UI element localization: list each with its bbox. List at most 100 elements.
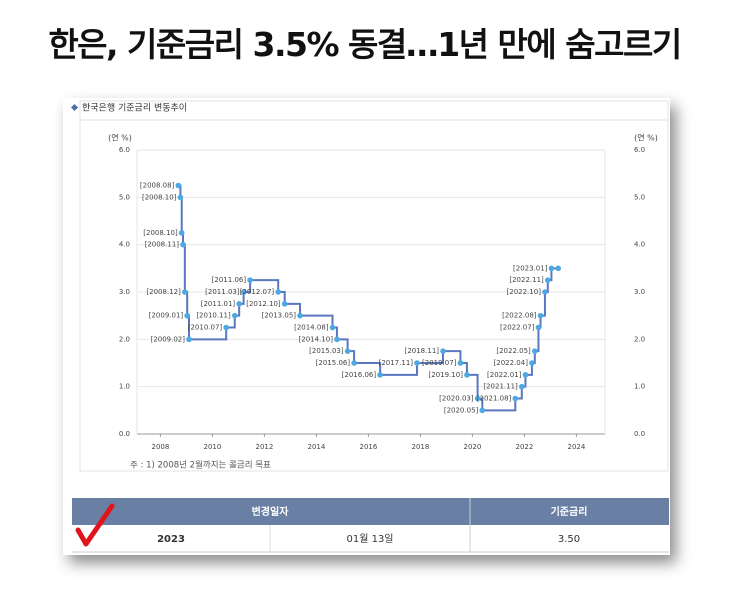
x-tick-label: 2010 [203, 443, 221, 451]
point [231, 312, 238, 319]
point-label: [2020.03] [439, 395, 474, 403]
y-label: (연 %) [108, 134, 132, 143]
point [223, 324, 229, 331]
point [457, 360, 464, 366]
y-tick-label: 0.0 [119, 430, 130, 438]
point [184, 312, 190, 319]
x-tick-label: 2016 [359, 443, 377, 451]
point-label: [2022.04] [494, 359, 529, 367]
point [529, 360, 535, 366]
point-label: [2012.07] [240, 288, 275, 296]
point-label: [2021.11] [483, 383, 518, 391]
point [281, 301, 288, 307]
point-label: [2012.10] [246, 300, 281, 308]
point [329, 324, 336, 331]
point [186, 336, 192, 343]
table-header-cell: 기준금리 [551, 505, 588, 518]
point [440, 348, 446, 354]
point-label: [2017.11] [379, 359, 414, 367]
point-label: [2013.05] [262, 312, 297, 320]
chart-panel [79, 100, 669, 472]
x-tick-label: 2012 [255, 443, 273, 451]
point-label: [2011.03] [205, 288, 240, 296]
table-header [72, 498, 669, 525]
point [474, 395, 481, 402]
x-tick-label: 2014 [307, 443, 325, 451]
point [535, 324, 542, 331]
point-label: [2022.08] [502, 312, 537, 320]
y-tick-label: 5.0 [119, 193, 130, 201]
point [297, 312, 303, 319]
y2-tick-label: 3.0 [634, 288, 645, 296]
point [548, 265, 555, 272]
y-tick-label: 4.0 [119, 241, 130, 249]
point [175, 182, 182, 189]
rate-line [178, 184, 559, 412]
point [182, 289, 188, 295]
point [512, 395, 519, 402]
point-label: [2022.11] [509, 276, 544, 284]
point-label: [2008.11] [145, 241, 180, 249]
point [545, 277, 551, 283]
y2-tick-label: 1.0 [634, 383, 645, 391]
y2-tick-label: 6.0 [634, 146, 645, 154]
x-tick-label: 2024 [567, 443, 585, 451]
point [532, 348, 538, 354]
point [519, 383, 525, 390]
point-label: [2011.06] [212, 276, 247, 284]
point [479, 407, 486, 414]
y-tick-label: 2.0 [119, 335, 130, 343]
y2-tick-label: 5.0 [634, 193, 645, 201]
y-tick-label: 3.0 [119, 288, 130, 296]
point [177, 194, 184, 201]
point-label: [2010.11] [196, 312, 231, 320]
point-label: [2021.08] [477, 395, 512, 403]
point [537, 312, 544, 319]
headline: 한은, 기준금리 3.5% 동결…1년 만에 숨고르기 [48, 25, 682, 64]
table-cell: 2023 [157, 534, 185, 545]
point-label: [2008.10] [143, 229, 178, 237]
point-label: [2019.07] [422, 359, 457, 367]
y2-label: (연 %) [634, 134, 658, 143]
y2-tick-label: 0.0 [634, 430, 645, 438]
x-tick-label: 2020 [463, 443, 481, 451]
point-label: [2022.01] [487, 371, 522, 379]
point [555, 265, 561, 272]
point [464, 372, 470, 378]
table-header-cell: 변경일자 [252, 505, 290, 518]
y2-tick-label: 2.0 [634, 335, 645, 343]
y-tick-label: 1.0 [119, 383, 130, 391]
panel-title: 한국은행 기준금리 변동추이 [82, 102, 187, 114]
point [240, 289, 247, 295]
x-tick-label: 2008 [151, 443, 169, 451]
x-tick-label: 2022 [515, 443, 533, 451]
point [351, 360, 357, 366]
point [414, 360, 420, 366]
point-label: [2016.06] [342, 371, 377, 379]
table-cell: 3.50 [558, 534, 580, 545]
point [275, 289, 281, 295]
point [236, 301, 242, 307]
title-bullet [70, 103, 79, 112]
point-label: [2009.02] [151, 335, 186, 343]
point-label: [2019.10] [429, 371, 464, 379]
y-tick-label: 6.0 [119, 146, 130, 154]
point-label: [2015.03] [309, 347, 344, 355]
point-label: [2022.10] [507, 288, 542, 296]
point-label: [2008.10] [142, 193, 177, 201]
point [334, 336, 340, 343]
point [542, 289, 548, 295]
point [344, 348, 351, 354]
note: 주 : 1) 2008년 2월까지는 콜금리 목표 [130, 460, 271, 471]
point-label: [2010.07] [188, 324, 223, 332]
point-label: [2009.01] [149, 312, 184, 320]
point-label: [2014.08] [294, 324, 329, 332]
check-mark [75, 503, 115, 547]
point-label: [2020.05] [444, 406, 479, 414]
point [178, 230, 185, 236]
point-label: [2022.05] [496, 347, 531, 355]
point [247, 277, 253, 283]
point-label: [2014.10] [299, 335, 334, 343]
